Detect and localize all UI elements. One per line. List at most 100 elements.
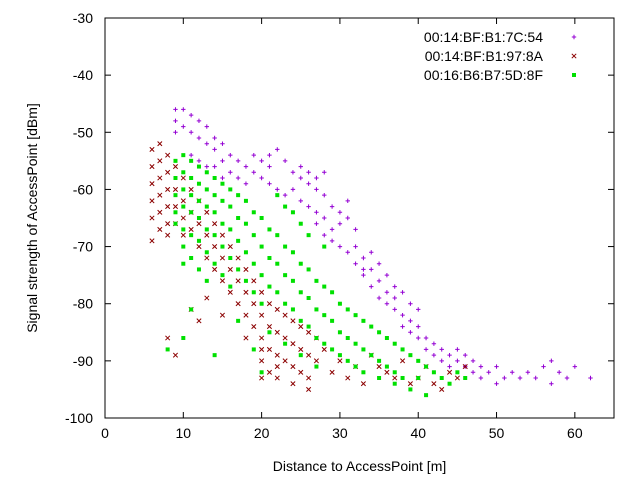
data-point	[353, 244, 358, 249]
x-tick-label: 50	[489, 425, 505, 441]
legend-entry-label: 00:16:B6:B7:5D:8F	[424, 67, 543, 83]
data-point	[227, 266, 233, 272]
data-point	[392, 370, 397, 375]
data-point	[329, 369, 335, 375]
data-point	[306, 375, 312, 381]
data-point	[408, 330, 413, 335]
data-point	[149, 215, 155, 221]
data-point	[181, 204, 186, 209]
y-tick-label: -90	[73, 353, 93, 369]
legend-marker	[571, 34, 577, 40]
data-point	[236, 238, 241, 243]
data-point	[306, 352, 312, 358]
data-point	[361, 347, 366, 352]
points-layer	[149, 107, 593, 398]
data-point	[259, 244, 264, 249]
data-point	[454, 375, 460, 381]
data-point	[196, 158, 202, 164]
data-point	[196, 198, 201, 203]
data-point	[290, 210, 295, 215]
data-point	[196, 267, 201, 272]
data-point	[220, 158, 225, 164]
y-tick-label: -70	[73, 239, 93, 255]
data-point	[392, 341, 397, 346]
data-point	[502, 375, 507, 381]
data-point	[204, 204, 209, 209]
data-point	[290, 250, 295, 255]
y-axis-title: Signal strength of AccessPoint [dBm]	[24, 103, 40, 333]
data-point	[314, 336, 319, 340]
data-point	[259, 312, 265, 318]
data-point	[251, 347, 256, 352]
data-point	[337, 358, 343, 364]
data-point	[290, 318, 296, 324]
data-point	[180, 232, 186, 238]
data-point	[424, 393, 429, 398]
data-point	[510, 370, 515, 375]
data-point	[431, 341, 437, 346]
data-point	[251, 301, 257, 307]
data-point	[361, 267, 366, 272]
data-point	[556, 370, 562, 375]
data-point	[212, 221, 218, 227]
data-point	[180, 198, 186, 204]
data-point	[204, 170, 209, 175]
data-point	[322, 170, 327, 175]
data-point	[220, 198, 225, 203]
data-point	[251, 233, 256, 238]
data-point	[267, 227, 272, 232]
data-point	[384, 336, 389, 340]
data-point	[298, 261, 303, 266]
data-point	[181, 124, 186, 129]
data-point	[212, 210, 217, 215]
data-point	[227, 244, 233, 250]
data-point	[353, 313, 358, 318]
data-point	[298, 290, 303, 295]
data-point	[345, 336, 350, 340]
data-point	[314, 187, 319, 192]
y-tick-label: -80	[73, 296, 93, 312]
data-point	[196, 244, 202, 250]
data-point	[330, 290, 335, 295]
data-point	[282, 358, 288, 364]
data-point	[173, 130, 178, 135]
data-point	[314, 364, 319, 369]
data-point	[220, 141, 225, 146]
data-point	[236, 267, 241, 272]
x-tick-label: 30	[332, 425, 348, 441]
data-point	[173, 176, 178, 180]
data-point	[478, 375, 484, 381]
data-point	[470, 358, 476, 364]
data-point	[259, 346, 265, 352]
data-point	[377, 376, 382, 380]
data-point	[337, 244, 343, 249]
data-point	[439, 358, 444, 364]
data-point	[220, 273, 225, 278]
data-point	[424, 364, 429, 369]
data-point	[196, 318, 202, 324]
data-point	[219, 278, 226, 284]
data-point	[149, 181, 155, 187]
data-point	[282, 192, 288, 198]
data-point	[282, 312, 288, 318]
data-point	[157, 209, 163, 215]
data-point	[227, 289, 233, 295]
data-point	[212, 233, 217, 238]
data-point	[204, 227, 209, 232]
data-point	[455, 358, 460, 364]
data-point	[494, 381, 499, 386]
data-point	[212, 266, 218, 272]
y-tick-label: -40	[73, 67, 93, 83]
data-point	[407, 381, 413, 387]
data-point	[361, 318, 366, 323]
data-point	[189, 233, 194, 238]
data-point	[564, 375, 570, 381]
data-point	[369, 324, 374, 329]
data-point	[235, 175, 241, 181]
data-point	[377, 330, 382, 335]
data-point	[423, 335, 429, 341]
data-point	[314, 278, 319, 283]
data-point	[219, 255, 226, 261]
data-point	[298, 353, 303, 358]
data-point	[463, 352, 468, 358]
